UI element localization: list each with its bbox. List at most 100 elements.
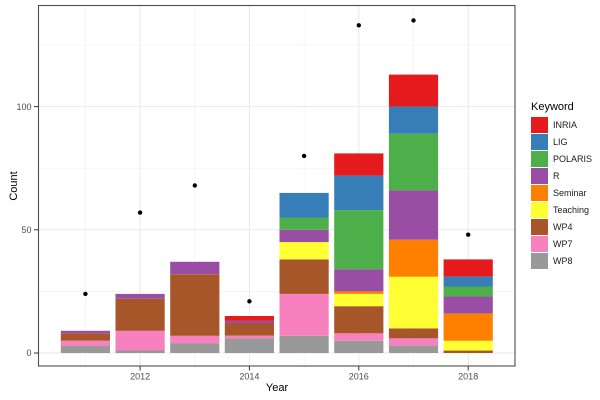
legend-swatch xyxy=(531,134,548,150)
bar-segment-WP7 xyxy=(334,333,384,341)
data-point xyxy=(192,183,197,188)
bar-segment-LIG xyxy=(279,192,329,218)
x-tick-label: 2014 xyxy=(239,372,259,382)
legend-label: WP7 xyxy=(553,239,573,249)
x-tick-label: 2016 xyxy=(349,372,369,382)
bar-segment-INRIA xyxy=(224,316,274,321)
legend-item-WP7: WP7 xyxy=(531,236,592,252)
bar-segment-POLARIS xyxy=(279,217,329,230)
bar-segment-WP7 xyxy=(224,335,274,339)
legend-swatch xyxy=(531,151,548,167)
bar-segment-R xyxy=(279,229,329,243)
bar-segment-POLARIS xyxy=(388,133,439,191)
bar-segment-Seminar xyxy=(388,239,439,277)
bar-segment-LIG xyxy=(334,175,384,211)
bar-segment-WP4 xyxy=(224,323,274,336)
data-point xyxy=(356,23,361,28)
legend-label: WP8 xyxy=(553,256,573,266)
bar-segment-Seminar xyxy=(443,313,493,341)
bar-segment-LIG xyxy=(388,106,439,134)
data-point xyxy=(247,299,252,304)
data-point xyxy=(301,153,307,159)
x-tick-label: 2018 xyxy=(458,372,478,382)
legend: Keyword INRIA LIG POLARIS R Seminar Teaching W… xyxy=(531,101,592,270)
bar-segment-WP7 xyxy=(115,330,165,351)
bar-segment-R xyxy=(443,296,493,314)
legend-items: INRIA LIG POLARIS R Seminar Teaching WP4 WP7 WP8 xyxy=(531,117,592,269)
legend-item-INRIA: INRIA xyxy=(531,117,592,133)
bar-segment-WP4 xyxy=(170,274,220,336)
bar-segment-POLARIS xyxy=(443,286,493,297)
bar-segment-R xyxy=(224,321,274,324)
y-tick-label: 0 xyxy=(26,348,31,358)
bar-segment-R xyxy=(388,190,439,240)
bar-segment-WP8 xyxy=(115,350,165,353)
data-point xyxy=(83,291,88,297)
data-point xyxy=(411,18,416,23)
y-tick-label: 50 xyxy=(21,225,31,235)
legend-swatch xyxy=(531,202,548,218)
bar-segment-WP8 xyxy=(334,340,384,353)
bar-segment-Teaching xyxy=(443,340,493,351)
bar-segment-INRIA xyxy=(443,259,493,277)
bar-segment-WP4 xyxy=(388,328,439,339)
bar-segment-WP4 xyxy=(334,306,384,334)
bar-segment-WP8 xyxy=(279,335,329,353)
bar-segment-Teaching xyxy=(388,276,439,329)
legend-item-WP8: WP8 xyxy=(531,253,592,269)
bar-segment-WP4 xyxy=(443,350,493,353)
data-point xyxy=(137,210,143,215)
bar-segment-INRIA xyxy=(334,153,384,176)
panel-border xyxy=(37,4,516,367)
bar-segment-WP8 xyxy=(224,338,274,353)
bar-segment-WP4 xyxy=(115,298,165,331)
legend-label: Teaching xyxy=(553,205,590,215)
bar-segment-Seminar xyxy=(334,291,384,294)
bar-segment-R xyxy=(334,269,384,292)
x-axis-title: Year xyxy=(265,382,289,394)
legend-item-POLARIS: POLARIS xyxy=(531,151,592,167)
legend-swatch xyxy=(531,219,548,235)
bar-segment-WP4 xyxy=(60,333,110,341)
data-point xyxy=(466,232,471,237)
bar-segment-WP8 xyxy=(170,343,220,353)
legend-label: LIG xyxy=(553,137,568,147)
legend-item-WP4: WP4 xyxy=(531,219,592,235)
legend-label: INRIA xyxy=(553,120,578,130)
legend-item-Teaching: Teaching xyxy=(531,202,592,218)
bar-segment-WP7 xyxy=(388,338,439,346)
legend-item-R: R xyxy=(531,168,592,184)
bar-segment-WP7 xyxy=(170,335,220,344)
x-tick-label: 2012 xyxy=(130,372,150,382)
y-axis-title: Count xyxy=(8,171,20,201)
bar-segment-INRIA xyxy=(388,74,439,107)
bar-segment-WP8 xyxy=(60,345,110,353)
panel-background xyxy=(38,5,515,366)
y-tick-label: 100 xyxy=(16,102,31,112)
legend-label: Seminar xyxy=(553,188,587,198)
legend-swatch xyxy=(531,117,548,133)
bar-segment-R xyxy=(60,330,110,334)
bar-segment-POLARIS xyxy=(334,210,384,270)
legend-swatch xyxy=(531,168,548,184)
legend-label: WP4 xyxy=(553,222,573,232)
legend-swatch xyxy=(531,253,548,269)
bar-segment-Teaching xyxy=(334,293,384,307)
legend-swatch xyxy=(531,236,548,252)
bar-segment-WP7 xyxy=(60,340,110,346)
legend-item-LIG: LIG xyxy=(531,134,592,150)
bar-segment-LIG xyxy=(443,276,493,287)
bar-segment-WP8 xyxy=(388,345,439,353)
bar-segment-Teaching xyxy=(279,242,329,260)
bar-segment-R xyxy=(115,293,165,299)
legend-label: R xyxy=(553,171,560,181)
legend-label: POLARIS xyxy=(553,154,593,164)
legend-swatch xyxy=(531,185,548,201)
legend-title: Keyword xyxy=(531,101,574,113)
legend-item-Seminar: Seminar xyxy=(531,185,592,201)
bar-segment-WP7 xyxy=(279,293,329,336)
bar-segment-R xyxy=(170,261,220,275)
bar-segment-WP4 xyxy=(279,259,329,294)
